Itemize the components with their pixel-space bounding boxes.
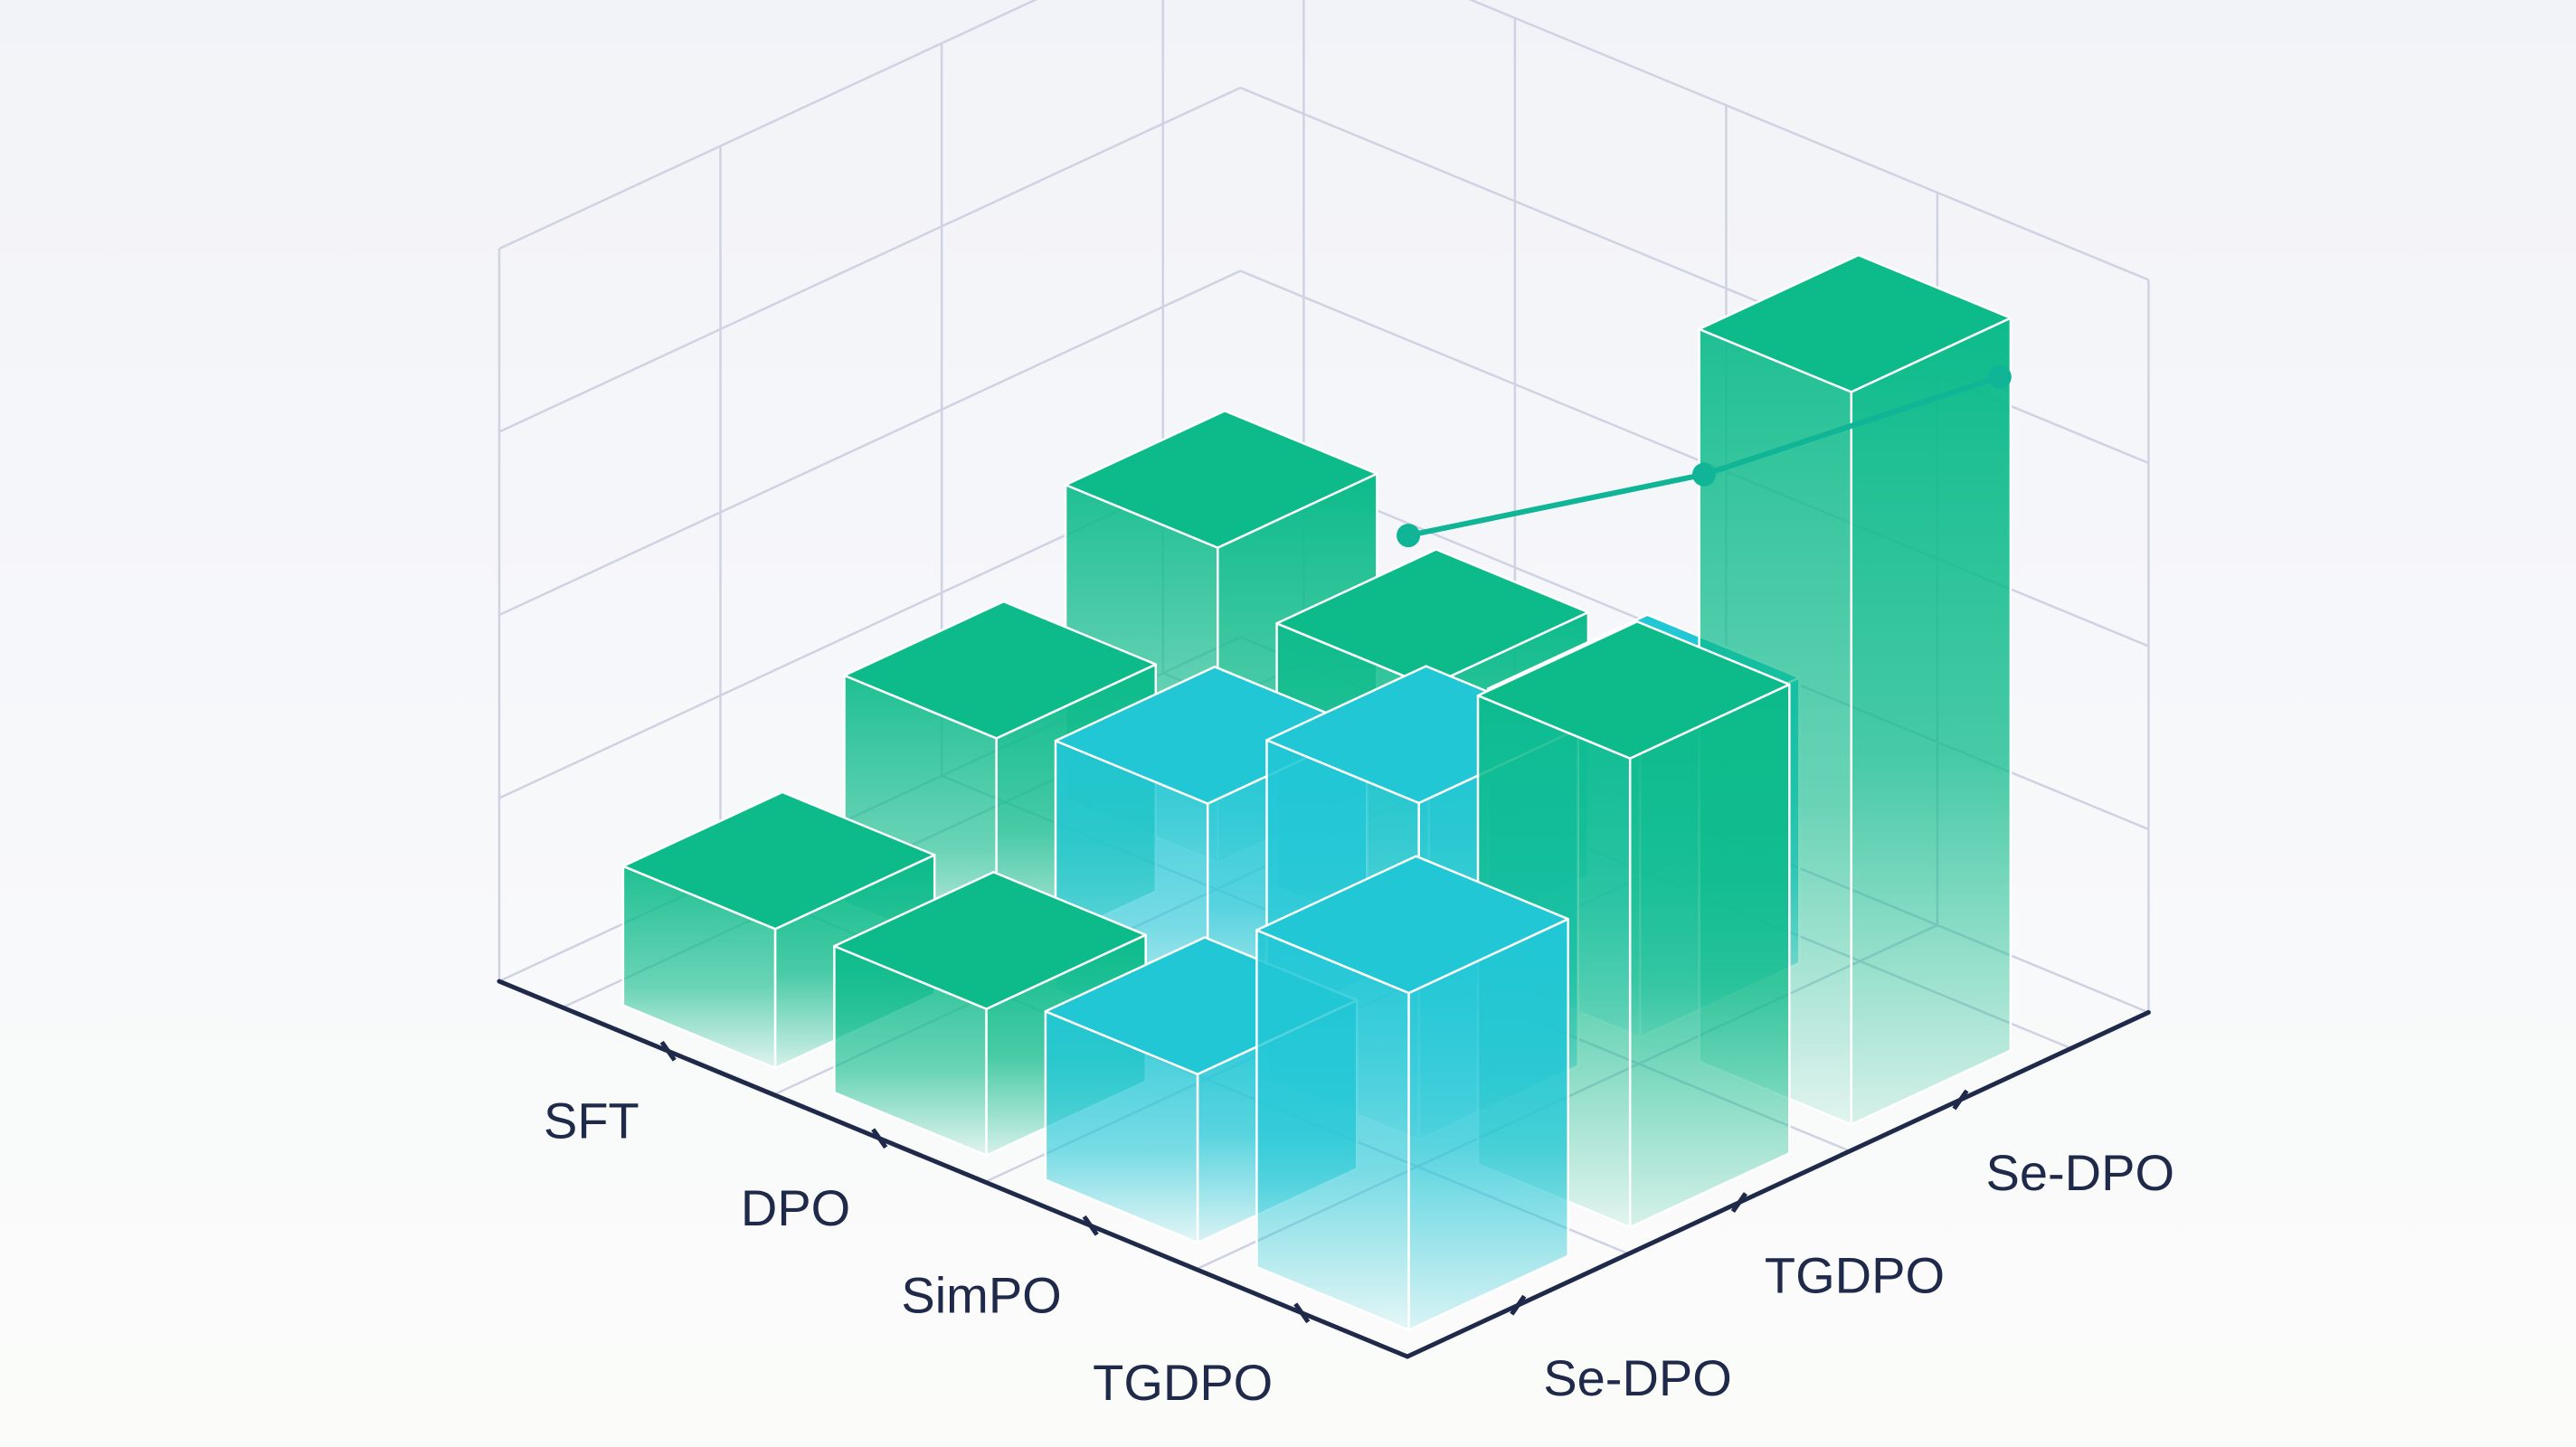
- bars: [621, 253, 2012, 1331]
- line-point: [1691, 462, 1716, 487]
- bar-face: [1628, 683, 1791, 1229]
- bar-top: [1698, 253, 2012, 393]
- bar-top: [833, 871, 1147, 1010]
- bar-top: [1064, 410, 1378, 549]
- tick-labels: SFT DPO SimPO TGDPO Se-DPO TGDPO Se-DPO: [544, 1092, 2174, 1411]
- y-tick: [1510, 1294, 1527, 1316]
- bar-top: [1476, 620, 1791, 760]
- bar-top: [1275, 548, 1590, 688]
- bar-top: [843, 600, 1158, 740]
- x-tick: [659, 1040, 677, 1062]
- x-tick: [871, 1128, 888, 1149]
- y-tick-label: TGDPO: [1765, 1247, 1945, 1304]
- line-series: [1397, 364, 2012, 548]
- x-tick-label: SimPO: [901, 1266, 1061, 1323]
- x-tick-label: SFT: [544, 1092, 639, 1149]
- axes: [497, 979, 2151, 1359]
- y-tick: [1952, 1089, 1969, 1111]
- y-tick-label: Se-DPO: [1986, 1144, 2175, 1201]
- y-tick-label: Se-DPO: [1543, 1349, 1732, 1406]
- y-axis: [1405, 1009, 2151, 1359]
- line-point: [1397, 524, 1421, 548]
- x-tick: [1082, 1215, 1099, 1236]
- y-tick: [1730, 1192, 1747, 1214]
- bar: [1255, 855, 1569, 1331]
- x-axis: [497, 979, 1410, 1359]
- grid-line: [498, 0, 1038, 251]
- bar-top: [1255, 855, 1569, 995]
- x-tick: [1293, 1302, 1311, 1324]
- grid-line: [1468, 0, 2149, 281]
- grid-line: [498, 86, 1241, 433]
- line-point: [1987, 364, 2012, 389]
- grid-line: [1239, 86, 2149, 465]
- x-tick-label: TGDPO: [1093, 1354, 1273, 1411]
- bar-top: [621, 790, 936, 931]
- bar-face: [1850, 317, 2012, 1126]
- bar-face: [1255, 929, 1410, 1331]
- x-tick-label: DPO: [741, 1179, 850, 1236]
- grid-line: [498, 270, 1241, 617]
